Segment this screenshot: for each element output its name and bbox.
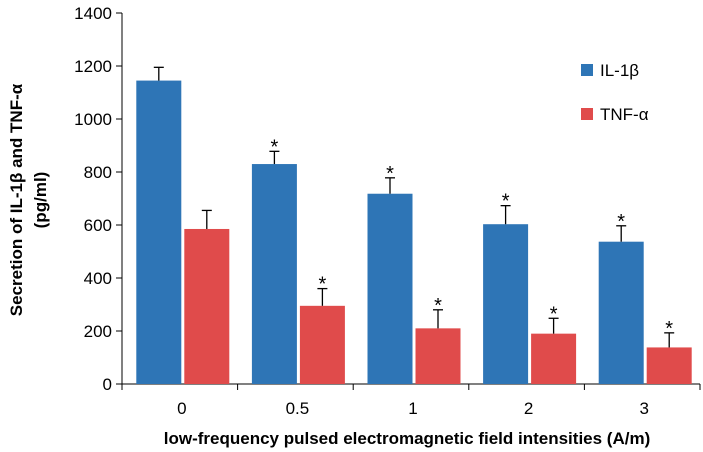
bar: [184, 228, 230, 384]
x-tick-label: 1: [408, 399, 417, 418]
x-axis-title: low-frequency pulsed electromagnetic fie…: [164, 429, 650, 448]
y-tick-label: 1000: [74, 110, 112, 129]
x-tick-label: 3: [639, 399, 648, 418]
legend: IL-1β TNF-α: [581, 61, 649, 124]
bars: * * * * * * * *: [136, 66, 692, 384]
y-axis-title-line2: (pg/ml): [31, 172, 50, 229]
y-axis-title-line1: Secretion of IL-1β and TNF-α: [7, 83, 26, 316]
legend-label: IL-1β: [600, 61, 639, 80]
x-tick-label: 0.5: [286, 399, 310, 418]
significance-marker: *: [665, 318, 673, 340]
y-tick-label: 200: [84, 322, 112, 341]
x-tick-label: 0: [177, 399, 186, 418]
significance-marker: *: [617, 211, 625, 233]
significance-marker: *: [386, 163, 394, 185]
y-axis: 0 200 400 600 800 1000 1200 1400: [74, 4, 123, 394]
y-tick-label: 600: [84, 216, 112, 235]
x-axis: 0 0.5 1 2 3: [121, 383, 701, 418]
y-tick-label: 1400: [74, 4, 112, 23]
y-tick-label: 1200: [74, 57, 112, 76]
legend-swatch: [581, 64, 593, 76]
bar: [531, 333, 577, 384]
bar: [251, 164, 297, 384]
y-tick-label: 400: [84, 269, 112, 288]
y-tick-label: 800: [84, 163, 112, 182]
significance-marker: *: [319, 274, 327, 296]
significance-marker: *: [502, 191, 510, 213]
y-tick-label: 0: [103, 375, 112, 394]
legend-swatch: [581, 108, 593, 120]
x-tick-label: 2: [524, 399, 533, 418]
bar: [483, 224, 529, 384]
bar: [299, 305, 345, 384]
significance-marker: *: [550, 303, 558, 325]
significance-marker: *: [271, 136, 279, 158]
bar: [598, 241, 644, 384]
bar: [646, 347, 692, 384]
bar: [136, 80, 182, 384]
bar: [415, 328, 461, 384]
bar: [367, 193, 413, 384]
significance-marker: *: [434, 295, 442, 317]
legend-label: TNF-α: [600, 105, 649, 124]
